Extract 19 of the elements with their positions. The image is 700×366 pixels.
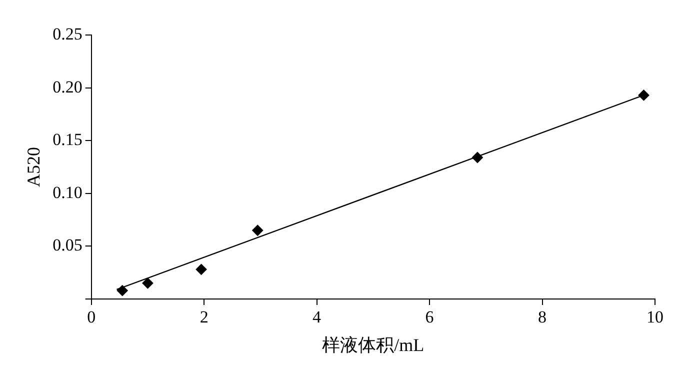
y-axis-title: A520 — [24, 147, 44, 187]
x-tick-label: 2 — [200, 308, 208, 327]
x-tick-label: 10 — [646, 308, 664, 327]
y-tick-label: 0.20 — [52, 77, 82, 96]
x-axis-title: 样液体积/mL — [322, 334, 424, 355]
point — [472, 152, 483, 163]
point — [252, 224, 264, 236]
point — [142, 278, 154, 289]
x-tick-label: 6 — [425, 308, 434, 327]
y-tick-label: 0.05 — [52, 236, 82, 255]
x-tick-label: 4 — [312, 308, 322, 327]
y-tick-label: 0.25 — [52, 24, 82, 44]
point — [638, 90, 650, 101]
y-tick-label: 0.10 — [52, 182, 82, 202]
y-tick-label: 0.15 — [52, 130, 82, 150]
x-tick-label: 8 — [538, 308, 547, 327]
point — [116, 285, 128, 296]
point — [196, 264, 207, 275]
x-tick-label: 0 — [87, 308, 96, 327]
